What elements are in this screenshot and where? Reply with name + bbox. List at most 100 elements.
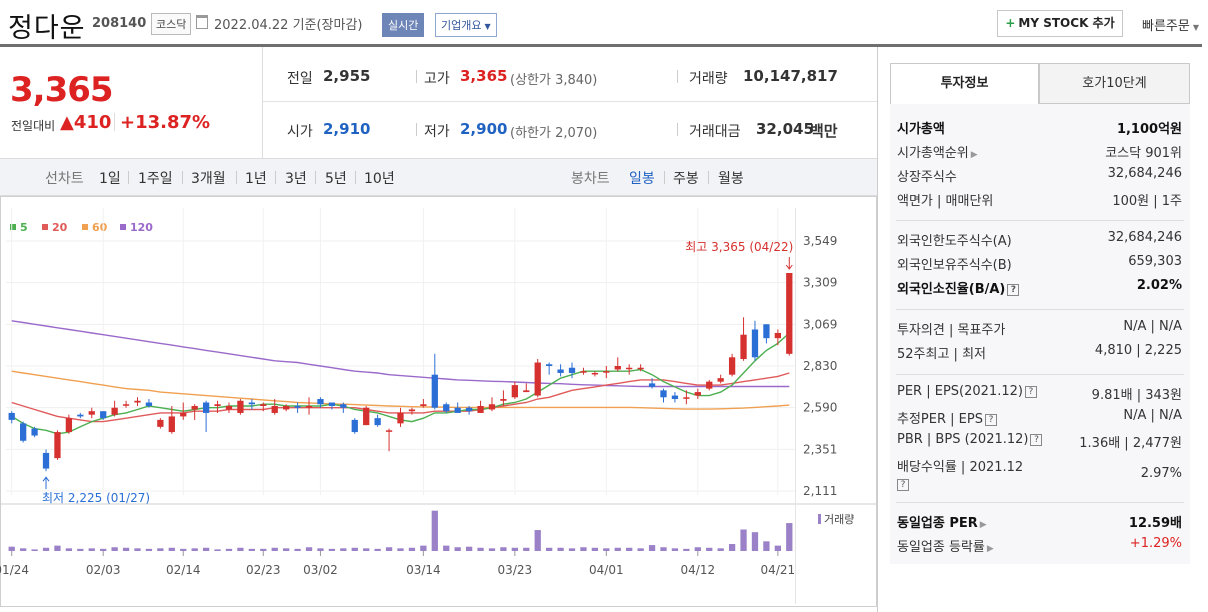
candle [706, 379, 713, 391]
candle-body [431, 374, 438, 408]
volume-bar [351, 547, 358, 551]
volume-bar [65, 548, 73, 551]
change-label: 전일대비 [11, 119, 56, 133]
stock-name: 정다운 [8, 13, 86, 44]
candle [408, 407, 416, 415]
stock-code: 208140 [92, 16, 147, 31]
panel-label-text: 추정PER | EPS [897, 412, 983, 427]
candle-body [626, 367, 633, 370]
x-tick-label: 02/03 [86, 563, 121, 577]
panel-label[interactable]: 배당수익률 | 2021.12? [897, 456, 1023, 492]
candle-body [351, 419, 358, 433]
volume-bar [626, 547, 633, 551]
candle-body [671, 395, 679, 400]
volume-bar [42, 547, 50, 551]
panel-label-text: PER | EPS(2021.12) [897, 384, 1023, 399]
candle [180, 402, 187, 420]
period-3y[interactable]: 3년 [285, 171, 307, 187]
candle [626, 364, 633, 375]
volume-bar [728, 544, 736, 551]
candle-body [77, 414, 84, 417]
period-10y[interactable]: 10년 [364, 171, 395, 187]
tab-invest-info[interactable]: 투자정보 [890, 63, 1039, 104]
panel-label-text: 시가총액 [897, 122, 945, 137]
period-1w[interactable]: 1주일 [138, 171, 173, 187]
volume-bar [363, 548, 370, 551]
quick-order-button[interactable]: 빠른주문 ▼ [1142, 15, 1199, 34]
candle-body [420, 404, 427, 406]
candle-daily[interactable]: 일봉 [629, 171, 655, 187]
panel-divider [896, 502, 1184, 503]
volume-bar [511, 547, 518, 551]
help-icon[interactable]: ? [984, 414, 997, 426]
candle-weekly[interactable]: 주봉 [673, 171, 699, 187]
candle [420, 399, 427, 408]
period-1y[interactable]: 1년 [245, 171, 267, 187]
candle-chart-label[interactable]: 봉차트 [571, 171, 610, 187]
my-stock-add-button[interactable]: + MY STOCK 추가 [997, 10, 1123, 37]
candle [294, 402, 301, 413]
help-icon[interactable]: ? [1024, 386, 1037, 398]
realtime-button[interactable]: 실시간 [382, 13, 425, 37]
candle-body [317, 399, 324, 405]
candle-body [168, 416, 175, 433]
separator [677, 123, 678, 136]
volume-bar [786, 523, 793, 551]
candle-body [328, 402, 336, 406]
candle [671, 392, 679, 403]
panel-label: 시가총액 [897, 118, 945, 137]
candle [65, 414, 73, 434]
candle-body [648, 383, 656, 387]
price-chart[interactable]: 3,549 3,309 3,069 2,830 2,590 2,351 2,111 01/24… [0, 196, 877, 612]
volume-bar [488, 548, 496, 551]
legend-ma20-label: 20 [52, 221, 68, 234]
x-tick-label: 02/14 [166, 563, 201, 577]
volume-bar [637, 548, 644, 551]
legend-swatch [82, 224, 88, 230]
candle-body [180, 412, 187, 417]
candle [523, 383, 530, 393]
panel-label[interactable]: 시가총액순위 ▶ [897, 142, 978, 161]
volume-bar [751, 532, 759, 551]
volume-bar [237, 547, 244, 551]
candle [305, 397, 313, 415]
candle [454, 402, 461, 413]
candle-body [65, 418, 73, 433]
candle [214, 400, 221, 413]
candle-body [134, 400, 141, 403]
y-tick-label: 2,830 [803, 359, 837, 373]
panel-label-text: PBR | BPS (2021.12) [897, 432, 1029, 447]
panel-label[interactable]: 외국인소진율(B/A)? [897, 278, 1020, 297]
volume-bar [180, 548, 187, 551]
y-tick-label: 2,111 [803, 484, 837, 498]
company-overview-dropdown[interactable]: 기업개요 ▼ [435, 13, 497, 37]
candle [42, 449, 50, 472]
y-tick-label: 3,309 [803, 276, 837, 290]
candle [717, 374, 724, 384]
help-icon[interactable]: ? [1007, 284, 1020, 296]
line-chart-label[interactable]: 선차트 [45, 171, 84, 187]
candle [134, 397, 141, 406]
period-1d[interactable]: 1일 [99, 171, 121, 187]
separator [236, 171, 237, 184]
panel-label[interactable]: 동일업종 등락률 ▶ [897, 536, 994, 555]
panel-label[interactable]: 동일업종 PER ▶ [897, 512, 987, 531]
period-5y[interactable]: 5년 [325, 171, 347, 187]
help-icon[interactable]: ? [897, 479, 909, 491]
lower-limit: (하한가 2,070) [510, 126, 598, 141]
help-icon[interactable]: ? [1030, 434, 1043, 446]
panel-label[interactable]: PBR | BPS (2021.12)? [897, 432, 1043, 447]
volume-bar [397, 548, 404, 551]
candle [54, 430, 61, 460]
candle-body [385, 430, 393, 432]
panel-label[interactable]: PER | EPS(2021.12)? [897, 384, 1037, 399]
volume-bar [248, 548, 255, 551]
candle [157, 418, 164, 429]
tab-ask-10[interactable]: 호가10단계 [1039, 63, 1190, 104]
separator [315, 171, 316, 184]
period-3m[interactable]: 3개월 [191, 171, 226, 187]
candle [557, 364, 564, 377]
panel-label[interactable]: 추정PER | EPS? [897, 408, 997, 427]
candle-monthly[interactable]: 월봉 [718, 171, 744, 187]
candle [191, 404, 198, 420]
